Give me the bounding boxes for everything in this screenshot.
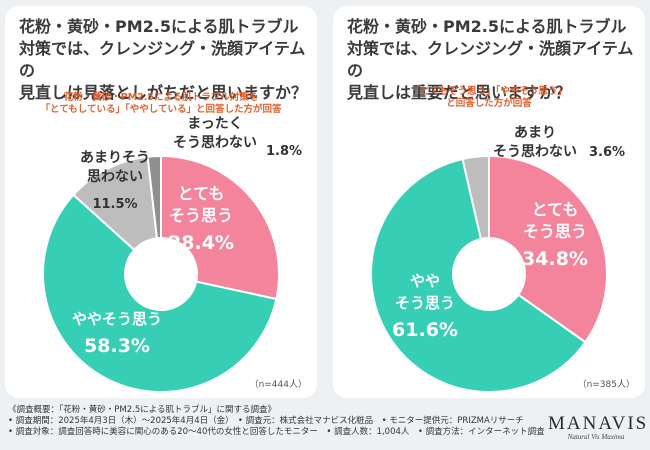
question-line: 対策では、クレンジング・洗顔アイテムの (347, 39, 634, 80)
chart-panel-right: 花粉・黄砂・PM2.5による肌トラブル 対策では、クレンジング・洗顔アイテムの … (333, 6, 645, 398)
slice-label: そう思わない (493, 144, 577, 160)
slice-label: やや (410, 272, 440, 290)
slice-value: 58.3% (84, 335, 150, 357)
note-line: 「とてもそう思う」「ややそう思う」 (411, 86, 567, 97)
slice-label: そう思わない (173, 135, 257, 151)
pie-hole (453, 238, 525, 310)
question-line: 見直しは重要だと思いますか？ (347, 83, 572, 102)
question-title-left: 花粉・黄砂・PM2.5による肌トラブル 対策では、クレンジング・洗顔アイテムの … (19, 16, 309, 104)
logo-tagline: Natural Vis Maxima (567, 433, 625, 441)
sample-size-left: （n=444人） (249, 380, 307, 390)
question-line: 花粉・黄砂・PM2.5による肌トラブル (19, 17, 299, 36)
slice-value: 34.8% (522, 248, 588, 270)
survey-title: 《調査概要：「花粉・黄砂・PM2.5による肌トラブル」に関する調査》 (8, 405, 276, 415)
slice-value: 3.6% (589, 145, 625, 160)
slice-label: あまりそう (80, 150, 150, 166)
chart-panel-left: 花粉・黄砂・PM2.5による肌トラブル 対策では、クレンジング・洗顔アイテムの … (5, 6, 317, 398)
survey-target: • 調査対象：調査回答時に美容に関心のある20〜40代の女性と回答したモニター … (8, 427, 545, 437)
slice-value: 11.5% (92, 197, 137, 212)
brand-logo: MANAVIS Natural Vis Maxima (548, 413, 649, 441)
sample-size-right: （n=385人） (577, 380, 635, 390)
slice-label: そう思う (523, 222, 587, 241)
slice-label: まったく (187, 116, 242, 132)
question-line: 花粉・黄砂・PM2.5による肌トラブル (347, 17, 627, 36)
slice-label: 思わない (87, 169, 143, 185)
slice-value: 28.4% (168, 232, 234, 254)
survey-period: • 調査期間：2025年4月3日（木）〜2025年4月4日（金） • 調査元：株… (8, 416, 524, 426)
note-line: 花粉・黄砂・PM2.5による肌トラブル対策を (63, 92, 259, 103)
slice-label: とても (532, 200, 579, 219)
question-title-right: 花粉・黄砂・PM2.5による肌トラブル 対策では、クレンジング・洗顔アイテムの … (347, 16, 637, 104)
question-line: 見直しは見落としがちだと思いますか？ (19, 83, 308, 102)
respondent-note-right: 「とてもそう思う」「ややそう思う」 と回答した方が回答 (341, 86, 637, 110)
respondent-note-left: 花粉・黄砂・PM2.5による肌トラブル対策を 「とてもしている」「ややしている」… (13, 92, 309, 116)
slice-label: ややそう思う (72, 310, 162, 328)
question-line: 対策では、クレンジング・洗顔アイテムの (19, 39, 306, 80)
survey-overview: 《調査概要：「花粉・黄砂・PM2.5による肌トラブル」に関する調査》 • 調査期… (8, 405, 545, 438)
slice-label: とても (178, 184, 225, 203)
pie-hole (125, 238, 197, 310)
slice-label: そう思う (169, 206, 233, 225)
slice-label: そう思う (395, 294, 455, 312)
note-line: と回答した方が回答 (446, 98, 532, 109)
slice-value: 61.6% (392, 319, 458, 341)
slice-value: 1.8% (266, 144, 302, 159)
note-line: 「とてもしている」「ややしている」と回答した方が回答 (40, 104, 282, 115)
slice-label: あまり (514, 125, 556, 141)
logo-wordmark: MANAVIS (548, 413, 649, 434)
